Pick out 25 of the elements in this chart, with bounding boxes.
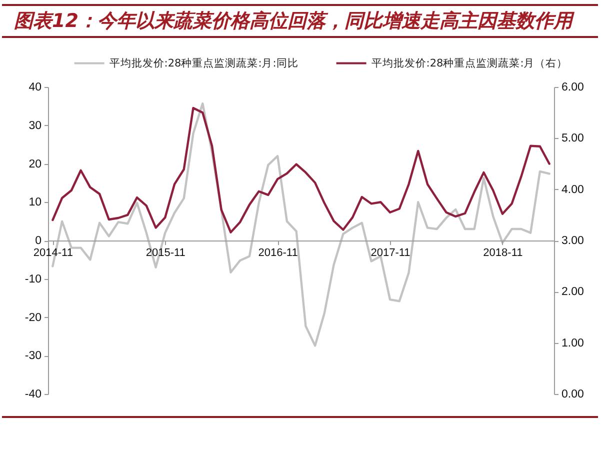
y-tick-label: 20 [28,158,42,170]
y2-tick-label: 0.00 [562,388,584,400]
legend-label: 平均批发价:28种重点监测蔬菜:月:同比 [109,56,298,70]
x-tick-label: 2018-11 [483,247,523,259]
y-tick-label: 40 [28,82,42,94]
y2-tick-label: 5.00 [562,132,584,145]
y-tick-label: -40 [24,388,42,400]
y2-tick-label: 4.00 [562,184,584,196]
y2-tick-label: 3.00 [562,235,584,247]
chart-title: 图表12：今年以来蔬菜价格高位回落，同比增速走高主因基数作用 [14,10,572,33]
y-tick-label: -10 [24,273,42,286]
x-tick-label: 2014-11 [33,247,73,259]
y-tick-label: 10 [28,196,42,209]
x-tick-label: 2016-11 [258,247,298,259]
y2-tick-label: 2.00 [562,286,584,298]
y-tick-label: 0 [35,235,42,247]
y-tick-label: 30 [28,120,42,132]
y-tick-label: -20 [24,312,42,324]
y-tick-label: -30 [24,350,42,362]
legend-label: 平均批发价:28种重点监测蔬菜:月（右） [371,56,568,70]
y2-tick-label: 6.00 [562,82,584,94]
x-tick-label: 2017-11 [370,247,410,259]
y2-tick-label: 1.00 [562,337,584,350]
line-series [52,106,550,234]
x-tick-label: 2015-11 [146,247,186,259]
